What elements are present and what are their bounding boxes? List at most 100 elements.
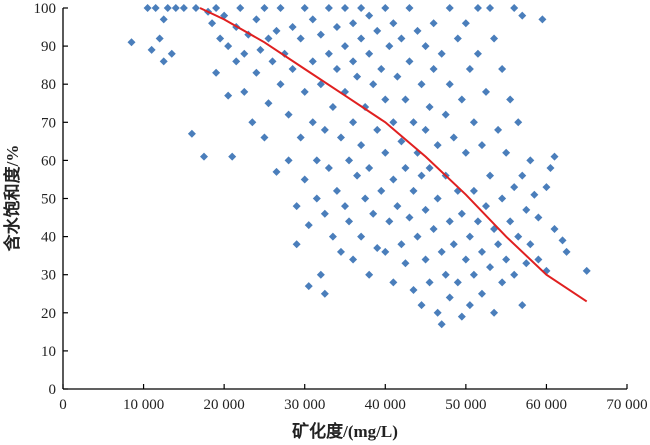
data-point (200, 152, 208, 161)
data-point (473, 217, 482, 226)
data-point (393, 72, 402, 81)
data-point (526, 156, 535, 165)
data-point (385, 42, 394, 51)
data-point (510, 183, 519, 192)
y-axis-title: 含水饱和度/% (2, 145, 22, 252)
x-tick-label: 10 000 (123, 397, 164, 413)
data-point (212, 68, 221, 77)
data-point (534, 255, 543, 264)
data-point (562, 247, 571, 256)
data-point (381, 148, 390, 157)
data-point (312, 194, 321, 203)
data-point (530, 190, 539, 199)
data-point (151, 4, 160, 12)
data-point (518, 11, 527, 20)
y-tick-label: 90 (41, 39, 56, 55)
x-axis-ticks: 0 10 000 20 000 30 000 40 000 50 000 60 000 70 … (59, 384, 648, 413)
data-point (167, 49, 176, 58)
data-point (228, 152, 237, 161)
data-point (433, 308, 442, 317)
data-point (320, 209, 329, 218)
data-point (179, 4, 188, 12)
data-point (506, 95, 515, 104)
data-point (300, 87, 309, 96)
data-point (518, 171, 527, 180)
data-point (244, 30, 253, 39)
data-point (413, 26, 422, 35)
data-point (216, 34, 225, 43)
x-tick-label: 20 000 (204, 397, 245, 413)
data-point (264, 34, 273, 43)
data-point (417, 301, 426, 310)
x-tick-label: 50 000 (445, 397, 486, 413)
data-point (522, 205, 531, 214)
data-point (498, 194, 507, 203)
data-point (276, 4, 285, 12)
data-point (349, 255, 358, 264)
y-tick-label: 80 (41, 77, 56, 93)
y-tick-label: 20 (41, 306, 56, 322)
data-point (316, 30, 325, 39)
data-point (268, 57, 277, 66)
y-axis-ticks: 0 10 20 30 40 50 60 70 80 90 100 (34, 1, 68, 398)
data-point (417, 80, 426, 89)
data-point (361, 103, 370, 112)
data-point (381, 247, 390, 256)
data-point (304, 221, 313, 230)
y-tick-label: 50 (41, 192, 56, 208)
data-point (498, 64, 507, 73)
data-point (397, 240, 406, 249)
data-point (353, 171, 362, 180)
data-point (332, 186, 341, 195)
x-axis-title: 矿化度/(mg/L) (292, 421, 398, 441)
data-point (191, 4, 200, 12)
data-point (332, 64, 341, 73)
trend-line (199, 7, 588, 303)
data-point (365, 11, 374, 20)
data-point (550, 224, 559, 233)
data-point (349, 57, 358, 66)
data-point (413, 232, 422, 241)
data-point (292, 240, 301, 249)
data-point (256, 45, 265, 54)
x-tick-label: 60 000 (526, 397, 567, 413)
data-point (236, 4, 245, 12)
data-point (248, 118, 257, 127)
data-point (409, 118, 418, 127)
data-point (437, 247, 446, 256)
data-point (401, 95, 410, 104)
data-point (506, 217, 515, 226)
data-point (486, 263, 495, 272)
data-point (353, 72, 362, 81)
data-point (389, 175, 398, 184)
data-point (490, 34, 499, 43)
data-point (155, 34, 164, 43)
data-point (477, 289, 486, 298)
data-point (433, 141, 442, 150)
data-point (357, 141, 366, 150)
data-point (187, 129, 196, 138)
data-point (341, 4, 349, 12)
data-point (357, 34, 366, 43)
scatter-points (127, 4, 591, 329)
data-point (445, 293, 454, 302)
x-tick-label: 70 000 (606, 397, 647, 413)
y-tick-label: 0 (49, 382, 57, 398)
data-point (240, 49, 249, 58)
data-point (401, 259, 410, 268)
data-point (522, 259, 531, 268)
data-point (232, 57, 241, 66)
data-point (240, 87, 249, 96)
data-point (320, 289, 329, 298)
data-point (482, 202, 490, 211)
data-point (300, 175, 309, 184)
data-point (405, 4, 414, 12)
y-tick-label: 60 (41, 153, 56, 169)
data-point (514, 232, 523, 241)
data-point (224, 42, 233, 51)
data-point (159, 57, 168, 66)
data-point (510, 4, 519, 12)
data-point (397, 137, 406, 146)
data-point (171, 4, 180, 12)
